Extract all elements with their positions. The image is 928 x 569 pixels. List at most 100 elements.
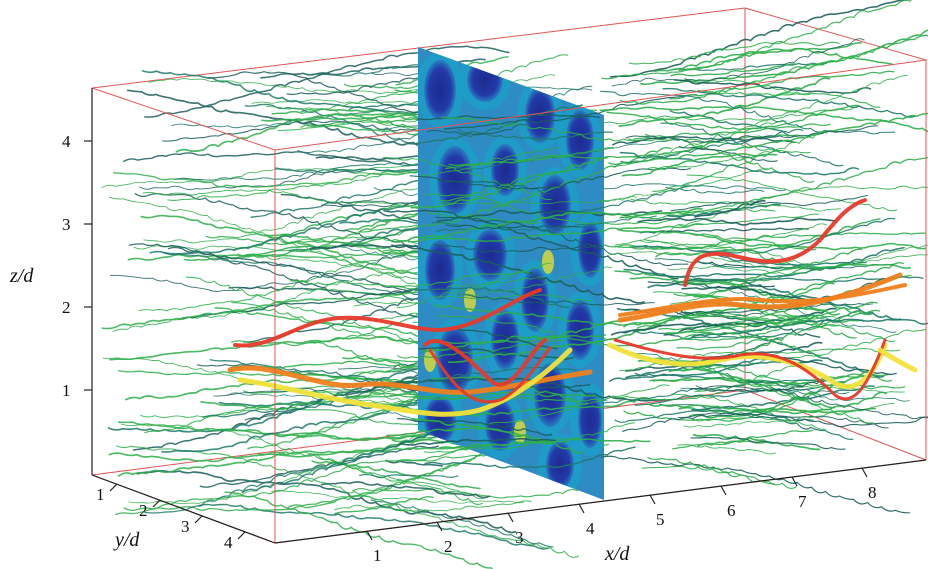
streamline <box>634 381 847 406</box>
streamline <box>383 209 679 280</box>
y-tick-label-4: 4 <box>224 533 233 552</box>
streamline <box>391 244 645 304</box>
streamline <box>673 79 872 94</box>
x-tick-3 <box>507 512 514 523</box>
streamline <box>199 445 439 488</box>
streamline <box>432 376 588 405</box>
streamline <box>440 116 638 142</box>
streamline <box>697 89 881 108</box>
streamline <box>690 378 832 393</box>
streamline <box>639 227 809 234</box>
streamline <box>690 436 846 450</box>
streamline <box>629 245 855 266</box>
streamline <box>445 224 587 230</box>
z-tick-label-4: 4 <box>62 132 71 151</box>
streamline <box>308 341 436 363</box>
x-tick-4 <box>578 503 585 514</box>
streamline <box>600 90 896 135</box>
streamline <box>382 156 552 201</box>
streamline <box>444 384 670 432</box>
streamline <box>606 104 860 131</box>
highlight-streamline <box>877 347 918 373</box>
streamline <box>271 489 525 504</box>
slice-contour-core <box>485 399 515 451</box>
streamline <box>600 168 769 202</box>
x-axis: 1 2 3 4 5 6 7 8 x/d <box>274 459 927 565</box>
streamline <box>457 294 655 306</box>
streamline <box>423 193 691 225</box>
highlight-streamline <box>428 346 552 404</box>
slice-hotspot <box>514 420 526 444</box>
streamline <box>668 331 824 356</box>
streamline <box>692 433 821 451</box>
streamline <box>619 157 928 219</box>
y-axis-title: y/d <box>113 529 140 551</box>
streamline <box>174 161 456 181</box>
y-tick-label-2: 2 <box>139 501 148 520</box>
x-tick-label-2: 2 <box>444 537 453 556</box>
streamline <box>616 232 927 250</box>
x-tick-label-8: 8 <box>868 483 877 502</box>
highlight-streamline <box>617 272 903 323</box>
streamline <box>142 189 466 222</box>
streamline <box>600 108 854 125</box>
streamline <box>608 112 928 166</box>
x-tick-label-7: 7 <box>798 492 807 511</box>
streamline <box>612 74 908 168</box>
streamline <box>609 244 928 270</box>
x-tick-label-6: 6 <box>727 501 736 520</box>
streamline <box>694 199 766 218</box>
slice-contour-core <box>424 396 456 444</box>
streamline <box>655 218 881 258</box>
streamline <box>688 370 873 419</box>
streamline <box>444 147 615 170</box>
streamline <box>628 41 840 65</box>
streamline <box>433 243 603 253</box>
streamline <box>673 293 857 339</box>
y-tick-1 <box>109 483 118 492</box>
y-tick-3 <box>194 515 203 524</box>
streamline <box>600 455 910 514</box>
highlighted-streamlines <box>227 198 918 417</box>
streamline <box>370 499 554 548</box>
streamline <box>684 292 896 342</box>
streamline <box>458 329 558 350</box>
streamline <box>424 422 635 453</box>
streamline <box>647 391 887 415</box>
x-tick-2 <box>436 521 443 532</box>
streamline <box>400 437 556 446</box>
streamline <box>144 45 510 118</box>
x-tick-1 <box>366 530 373 541</box>
x-tick-label-4: 4 <box>586 519 595 538</box>
streamline <box>454 139 680 170</box>
streamline <box>385 459 444 467</box>
streamline <box>320 481 491 499</box>
streamline <box>120 423 486 500</box>
streamline <box>625 125 879 143</box>
streamline <box>448 155 646 166</box>
slice-contour-core <box>578 222 602 278</box>
streamline <box>426 123 526 136</box>
x-tick-8 <box>861 467 868 478</box>
streamline <box>379 366 577 384</box>
streamline <box>669 70 895 100</box>
streamline <box>446 276 546 288</box>
slice-contour-core <box>424 60 456 120</box>
streamline <box>457 266 613 297</box>
streamline <box>207 71 433 120</box>
y-tick-label-1: 1 <box>96 485 105 504</box>
streamline <box>695 385 928 420</box>
highlight-streamline <box>233 288 542 348</box>
streamline <box>410 156 609 209</box>
streamline <box>683 403 895 428</box>
streamline <box>641 465 797 490</box>
streamline <box>412 391 596 401</box>
streamline <box>616 228 927 251</box>
streamline <box>670 194 868 212</box>
streamline <box>161 393 457 453</box>
streamline <box>620 207 776 220</box>
streamline <box>612 136 796 146</box>
streamline <box>669 110 797 137</box>
slice-contour-core <box>566 110 594 170</box>
